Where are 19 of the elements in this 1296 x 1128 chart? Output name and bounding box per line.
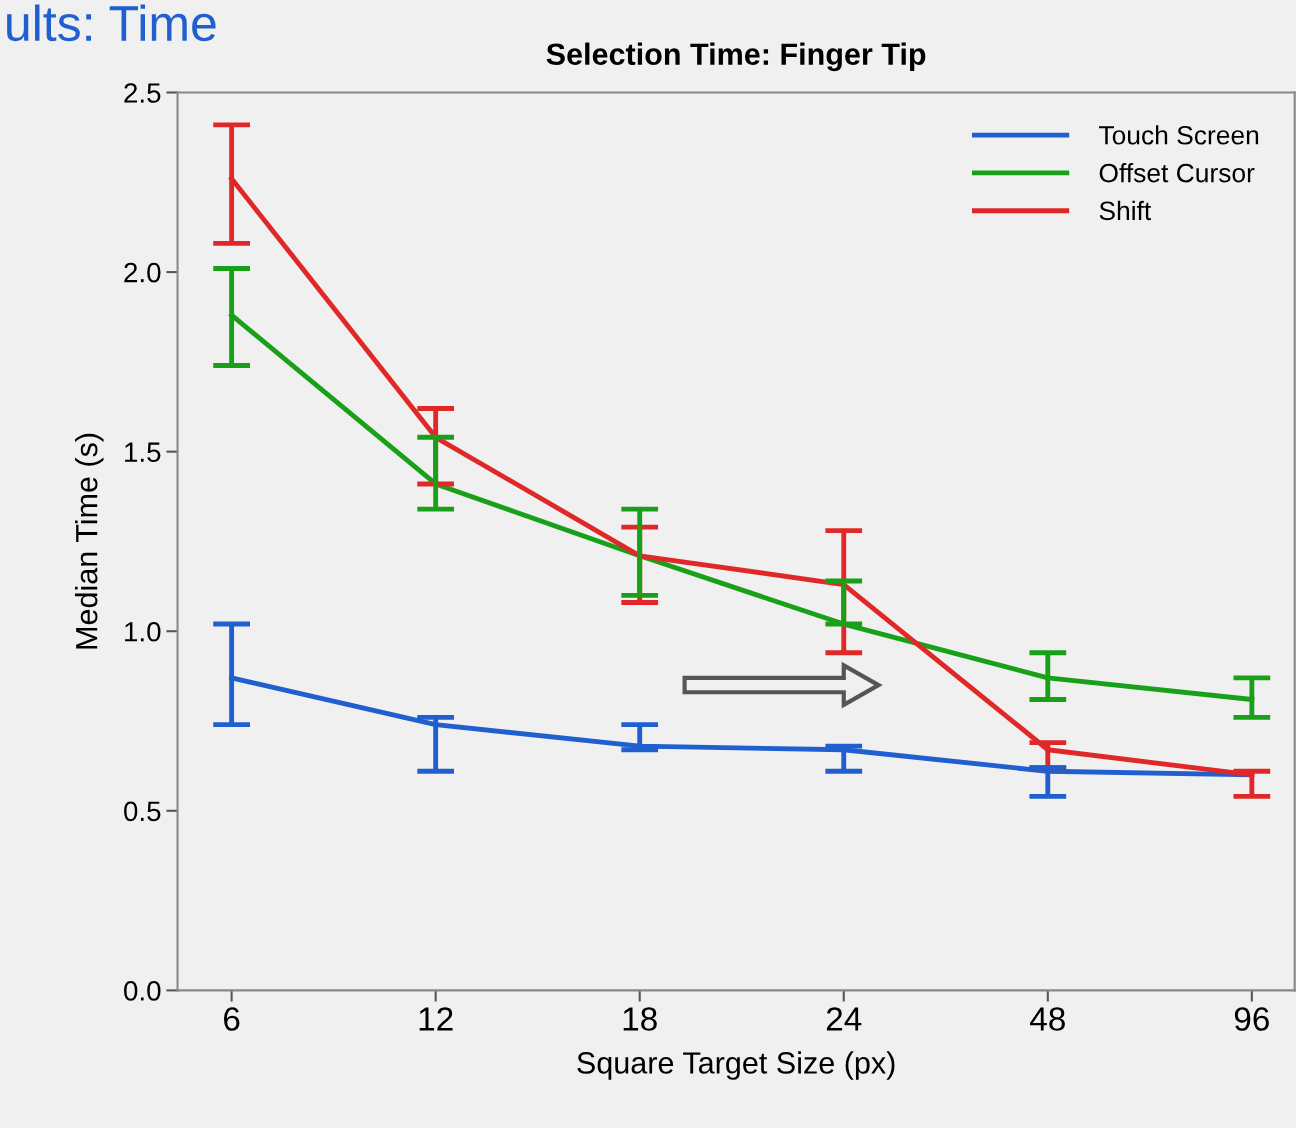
y-tick-label: 1.0 bbox=[125, 621, 161, 642]
x-tick-label: 24 bbox=[826, 1007, 862, 1031]
x-tick-label: 12 bbox=[419, 1007, 453, 1031]
x-tick-label: 48 bbox=[1030, 1007, 1065, 1031]
x-tick-label: 6 bbox=[224, 1007, 240, 1031]
x-tick-label: 18 bbox=[623, 1007, 657, 1031]
legend-label: Offset Cursor bbox=[1099, 163, 1255, 183]
y-tick-label: 1.5 bbox=[125, 442, 161, 462]
legend-label: Shift bbox=[1099, 200, 1152, 221]
y-tick-label: 2.5 bbox=[124, 83, 161, 103]
legend-label: Touch Screen bbox=[1099, 125, 1259, 145]
text: ults: Time bbox=[7, 4, 216, 42]
y-axis-title: Median Time (s) bbox=[75, 433, 104, 649]
chart-title: Selection Time: Finger Tip bbox=[546, 42, 926, 72]
x-axis-title: Square Target Size (px) bbox=[577, 1051, 895, 1080]
y-tick-label: 0.5 bbox=[124, 801, 161, 822]
y-tick-label: 0.0 bbox=[124, 981, 161, 1001]
y-tick-label: 2.0 bbox=[124, 262, 161, 283]
x-tick-label: 96 bbox=[1234, 1007, 1269, 1031]
